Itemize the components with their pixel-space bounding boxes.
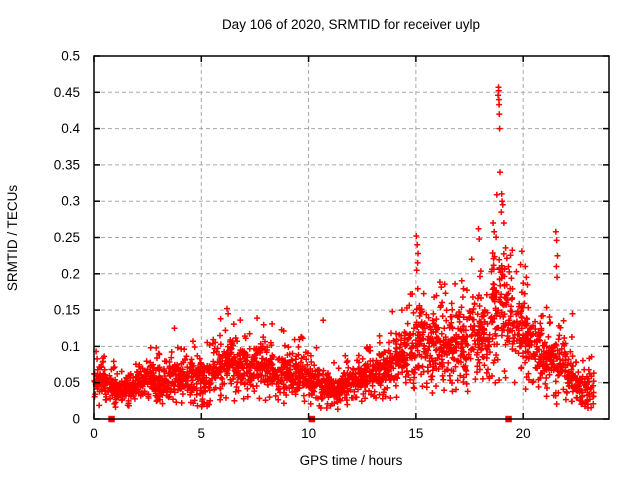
plot-border-and-ticks: [93, 55, 610, 420]
x-tick-label: 0: [90, 426, 98, 441]
x-tick-label: 10: [301, 426, 316, 441]
x-tick-label: 5: [198, 426, 206, 441]
flag-square-marker: [490, 293, 498, 300]
srmtid-plus-markers: [91, 84, 597, 413]
chart-title: Day 106 of 2020, SRMTID for receiver uyl…: [222, 17, 480, 32]
y-tick-label: 0.15: [54, 303, 80, 318]
scatter-points: [91, 84, 597, 413]
y-tick-label: 0.5: [61, 49, 80, 64]
x-axis-label: GPS time / hours: [300, 453, 403, 468]
tick-labels: 0 5 10 15 20 0 0.05 0.1 0.15 0.2 0.25 0.3 0.35 0.4 0.4…: [54, 49, 531, 442]
x-tick-label: 20: [516, 426, 531, 441]
y-tick-label: 0.05: [54, 375, 80, 390]
y-tick-label: 0: [72, 412, 80, 427]
y-tick-label: 0.2: [61, 266, 80, 281]
y-tick-label: 0.4: [61, 121, 80, 136]
y-tick-label: 0.3: [61, 194, 80, 209]
y-tick-label: 0.25: [54, 230, 80, 245]
y-tick-label: 0.35: [54, 157, 80, 172]
grid-lines: [94, 56, 609, 419]
y-tick-label: 0.1: [61, 339, 80, 354]
y-axis-label: SRMTID / TECUs: [5, 185, 20, 292]
x-tick-label: 15: [408, 426, 423, 441]
y-tick-label: 0.45: [54, 85, 80, 100]
